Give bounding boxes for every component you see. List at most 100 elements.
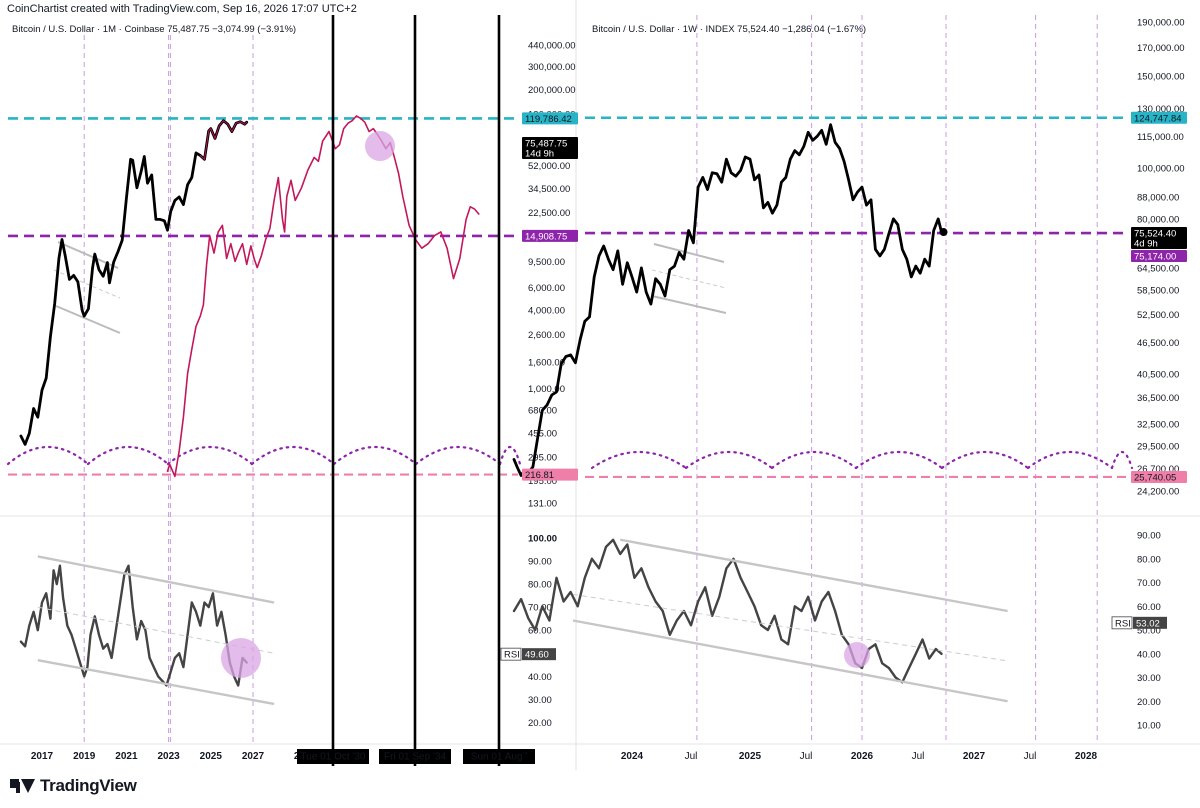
left-cycle-arc [498, 445, 522, 466]
tradingview-logo-text: TradingView [40, 776, 137, 795]
right-cycle-arc [684, 451, 774, 470]
right-last-price-tag-bg [1131, 227, 1187, 249]
left-rsi-value-bg [522, 648, 556, 661]
right-price-y-tick: 32,500.00 [1137, 419, 1179, 430]
right-low-tag-bg [1131, 470, 1187, 483]
left-price-y-tick: 34,500.00 [528, 184, 570, 195]
right-rsi-value-bg [1133, 616, 1167, 629]
left-x-tick: 2023 [157, 751, 180, 762]
left-price-overlay [199, 120, 248, 160]
left-price-y-tick: 200,000.00 [528, 85, 576, 96]
left-support-tag-bg [522, 229, 578, 242]
left-rsi-y-tick: 60.00 [528, 626, 552, 637]
left-cycle-arc [6, 445, 90, 466]
right-price-y-tick: 64,500.00 [1137, 263, 1179, 274]
x-date-label: Tue 01 Oct '30 [301, 752, 366, 763]
tradingview-logo: TradingView [10, 774, 137, 798]
right-price-y-tick: 88,000.00 [1137, 193, 1179, 204]
left-price-y-tick: 22,500.00 [528, 208, 570, 219]
right-series-title: Bitcoin / U.S. Dollar · 1W · INDEX 75,52… [592, 24, 867, 35]
right-last-price-tag: 75,524.40 [1134, 229, 1176, 240]
left-price-y-tick: 455.00 [528, 428, 557, 439]
right-resistance-tag: 124,747.84 [1134, 113, 1182, 124]
left-last-price-tag: 75,487.75 [525, 139, 567, 150]
left-price-y-tick: 9,500.00 [528, 257, 565, 268]
x-date-label: Sun 01 Aug ' [471, 752, 527, 763]
right-price-y-tick: 150,000.00 [1137, 71, 1185, 82]
right-cycle-arc [854, 451, 944, 470]
right-price-line [512, 123, 943, 477]
left-price-y-tick: 52,000.00 [528, 161, 570, 172]
tradingview-logo-icon [10, 779, 35, 793]
right-price-y-tick: 52,500.00 [1137, 310, 1179, 321]
right-price-y-tick: 26,700.00 [1137, 464, 1179, 475]
right-rsi-y-tick: 90.00 [1137, 531, 1161, 542]
x-date-label-bg [379, 749, 451, 764]
right-channel-upper [653, 243, 725, 263]
left-last-price-tag-bg [522, 137, 578, 159]
right-x-tick: Jul [912, 751, 925, 762]
left-rsi-y-tick: 40.00 [528, 672, 552, 683]
left-price-y-tick: 2,600.00 [528, 330, 565, 341]
right-rsi-y-tick: 60.00 [1137, 602, 1161, 613]
left-price-y-tick: 295.00 [528, 453, 557, 464]
left-cycle-arc [86, 445, 170, 466]
right-rsi-y-tick: 50.00 [1137, 626, 1161, 637]
left-rsi-y-tick: 100.00 [528, 534, 557, 545]
right-rsi-y-tick: 20.00 [1137, 697, 1161, 708]
right-x-tick: Jul [800, 751, 813, 762]
right-rsi-channel-mid [572, 593, 1008, 662]
left-series-title: Bitcoin / U.S. Dollar · 1M · Coinbase 75… [12, 24, 297, 35]
x-date-label-bg [463, 749, 535, 764]
left-price-y-tick: 6,000.00 [528, 283, 565, 294]
left-cycle-arc [166, 446, 254, 466]
right-price-y-tick: 80,000.00 [1137, 214, 1179, 225]
left-price-y-tick: 4,000.00 [528, 306, 565, 317]
left-price-highlight-circle [365, 131, 395, 161]
right-rsi-channel-upper [619, 538, 1008, 613]
left-rsi-value: 49.60 [525, 650, 549, 661]
left-price-y-tick: 195.00 [528, 476, 557, 487]
right-price-y-tick: 46,500.00 [1137, 338, 1179, 349]
left-channel-lower [55, 305, 121, 334]
left-x-tick: 2017 [31, 751, 54, 762]
right-cycle-arc [940, 451, 1030, 470]
right-rsi-y-tick: 10.00 [1137, 721, 1161, 732]
right-support-tag-bg [1131, 250, 1187, 262]
left-x-tick: 2019 [73, 751, 96, 762]
right-price-y-tick: 58,500.00 [1137, 286, 1179, 297]
right-rsi-y-tick: 80.00 [1137, 554, 1161, 565]
right-resistance-tag-bg [1131, 111, 1187, 124]
left-rsi-y-tick: 70.00 [528, 603, 552, 614]
left-rsi-channel-upper [37, 555, 275, 604]
left-last-price-tag-sub: 14d 9h [525, 149, 554, 160]
left-rsi-y-tick: 30.00 [528, 695, 552, 706]
left-rsi-y-tick: 90.00 [528, 557, 552, 568]
left-price-line [19, 119, 249, 446]
right-low-tag: 25,740.05 [1134, 472, 1176, 483]
right-x-tick: 2026 [851, 751, 874, 762]
right-price-y-tick: 29,500.00 [1137, 441, 1179, 452]
left-x-tick: 2021 [115, 751, 138, 762]
left-support-tag: 14,908.75 [525, 231, 567, 242]
left-price-y-tick: 131.00 [528, 499, 557, 510]
left-price-y-tick: 440,000.00 [528, 41, 576, 52]
left-x-tick: 2025 [200, 751, 223, 762]
left-cycle-arc [250, 445, 336, 466]
left-price-y-tick: 1,600.00 [528, 357, 565, 368]
right-price-y-tick: 115,000.00 [1137, 132, 1184, 143]
right-price-y-tick: 130,000.00 [1137, 104, 1185, 115]
right-cycle-arc [1110, 450, 1134, 470]
left-rsi-label: RSI [504, 650, 520, 661]
right-x-tick: 2028 [1075, 751, 1098, 762]
right-rsi-value: 53.02 [1136, 618, 1160, 629]
left-resistance-tag: 119,786.42 [525, 114, 572, 125]
right-price-y-tick: 36,500.00 [1137, 393, 1179, 404]
right-price-y-tick: 24,200.00 [1137, 487, 1179, 498]
right-price-y-tick: 100,000.00 [1137, 164, 1185, 175]
left-low-tag-bg [522, 468, 578, 481]
left-x-tick: 2027 [242, 751, 265, 762]
left-projection-line [166, 115, 480, 478]
left-price-y-tick: 1,000.00 [528, 384, 565, 395]
